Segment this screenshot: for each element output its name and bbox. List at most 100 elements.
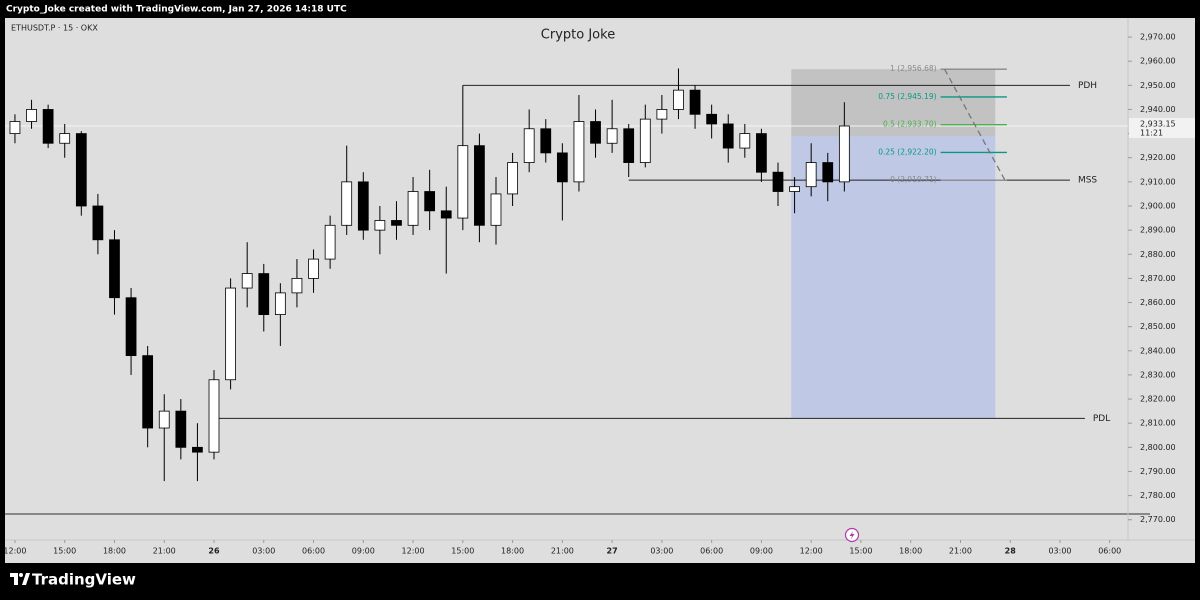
candle-body [308,258,319,279]
candle-body [639,118,651,163]
y-tick-label: 2,900.00 [1140,201,1176,210]
candle-body [822,162,834,183]
candle-body [706,113,718,125]
candle-body [42,109,54,144]
candle-body [490,193,502,226]
y-tick-label: 2,920.00 [1140,153,1176,162]
chart-background [5,18,1195,563]
candle-body [424,191,436,212]
candle-body [324,224,336,260]
x-tick-label: 06:00 [302,547,325,556]
y-tick-label: 2,910.00 [1140,177,1176,186]
candle-body [689,89,701,115]
x-tick-label: 09:00 [750,547,773,556]
candle-body [109,239,120,299]
last-price-tag [1129,117,1195,138]
y-tick-label: 2,970.00 [1140,33,1176,42]
candle-body [772,171,784,192]
y-tick-label: 2,940.00 [1140,105,1176,114]
x-tick-label: 15:00 [53,547,76,556]
x-tick-label: 21:00 [949,547,972,556]
y-tick-label: 2,890.00 [1140,226,1176,235]
x-tick-label: 03:00 [252,547,275,556]
y-tick-label: 2,810.00 [1140,419,1176,428]
candle-body [125,297,137,357]
candle-body [407,191,419,226]
candle-body [391,220,402,226]
candle-body [75,133,87,207]
candle-body [357,181,369,231]
x-tick-label: 26 [208,547,220,556]
y-tick-label: 2,770.00 [1140,515,1176,524]
candle-body [590,121,601,144]
candle-body [374,220,386,231]
x-tick-label: 18:00 [501,547,524,556]
y-tick-label: 2,850.00 [1140,322,1176,331]
candle-body [722,123,734,149]
candle-body [92,205,104,241]
candle-body [540,128,552,154]
fib-trend-line [943,68,1006,181]
candle-body [739,133,751,149]
x-tick-label: 12:00 [800,547,823,556]
fib-label: 1 (2,956.68) [890,64,936,73]
candle-body [673,89,684,110]
y-tick-label: 2,840.00 [1140,346,1176,355]
candle-body [291,277,303,294]
plot-area: 1 (2,956.68) 0.75 (2,945.19) 0.5 (2,933.70… [5,64,1128,482]
symbol-label: ETHUSDT.P · 15 · OKX [11,24,98,33]
fib-label: 0.25 (2,922.20) [878,147,936,156]
candle-body [656,109,668,120]
candle-body [192,446,203,453]
axes: 2,770.00 2,780.00 2,790.00 2,800.00 2,810.00… [3,33,1195,556]
candle-body [241,273,253,289]
x-tick-label: 21:00 [153,547,176,556]
candle-body [805,162,817,188]
x-tick-label: 06:00 [1098,547,1121,556]
brand-logo [10,573,30,585]
chart-title: Crypto Joke [541,28,615,43]
candle-body [556,152,568,183]
candle-body [606,128,618,144]
level-label: PDL [1093,414,1110,424]
candle-body [225,287,236,381]
position-target-zone [791,136,996,419]
candle-body [573,121,585,183]
x-tick-label: 18:00 [899,547,922,556]
y-tick-label: 2,780.00 [1140,491,1176,500]
y-tick-label: 2,830.00 [1140,370,1176,379]
candle-body [789,186,800,192]
x-tick-label: 18:00 [103,547,126,556]
x-tick-label: 28 [1005,547,1017,556]
x-tick-label: 03:00 [1048,547,1071,556]
candle-body [158,410,170,429]
x-tick-label: 15:00 [849,547,872,556]
fib-label: 0 (2,910.71) [890,175,936,184]
candle-body [142,355,154,429]
candle-body [274,292,286,315]
candle-body [838,125,850,183]
brand-name: TradingView [32,571,136,589]
y-tick-label: 2,790.00 [1140,467,1176,476]
candle-body [175,410,187,448]
candle-body [440,210,452,219]
x-tick-label: 12:00 [3,547,26,556]
y-tick-label: 2,820.00 [1140,395,1176,404]
x-tick-label: 12:00 [402,547,425,556]
x-tick-label: 27 [607,547,618,556]
candle-body [507,162,518,195]
alert-icon [844,527,860,543]
y-tick-label: 2,950.00 [1140,81,1176,90]
y-tick-label: 2,960.00 [1140,57,1176,66]
fib-label: 0.5 (2,933.70) [883,120,937,129]
candle-body [474,145,485,226]
x-tick-label: 15:00 [451,547,474,556]
x-tick-label: 21:00 [551,547,574,556]
candle-body [26,109,37,122]
candle-body [341,181,353,226]
candle-body [756,133,767,173]
level-label: PDH [1078,81,1097,91]
header-caption: Crypto_Joke created with TradingView.com… [6,5,347,15]
